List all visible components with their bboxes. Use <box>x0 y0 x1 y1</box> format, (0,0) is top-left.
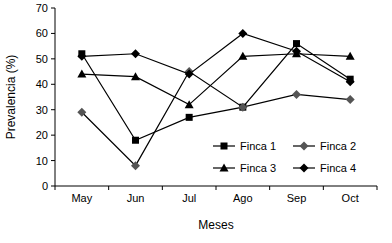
point <box>186 114 193 121</box>
x-axis-label: Meses <box>198 218 233 232</box>
series-line <box>82 33 350 81</box>
point <box>346 77 355 86</box>
point <box>346 95 355 104</box>
legend-marker <box>300 164 309 173</box>
y-tick <box>51 84 55 85</box>
x-tick-label: Ago <box>233 192 253 204</box>
x-tick-label: May <box>71 192 92 204</box>
point <box>77 108 86 117</box>
y-tick <box>51 135 55 136</box>
y-tick-label: 20 <box>36 129 48 141</box>
series-line <box>82 44 350 141</box>
series-line <box>82 72 350 166</box>
x-tick <box>162 186 163 190</box>
legend: Finca 1 Finca 2 Finca 3 Finca 4 <box>213 140 356 174</box>
y-tick <box>51 160 55 161</box>
legend-label: Finca 1 <box>240 140 276 152</box>
y-tick <box>51 186 55 187</box>
point <box>238 29 247 38</box>
x-tick <box>269 186 270 190</box>
y-tick <box>51 33 55 34</box>
x-tick <box>216 186 217 190</box>
x-tick <box>323 186 324 190</box>
legend-label: Finca 2 <box>320 140 356 152</box>
legend-marker <box>220 164 229 172</box>
x-tick-label: Sep <box>287 192 307 204</box>
y-axis <box>55 8 56 186</box>
point <box>185 100 194 108</box>
series-line <box>82 54 350 105</box>
x-tick <box>55 186 56 190</box>
y-tick-label: 70 <box>36 2 48 14</box>
point <box>77 52 86 61</box>
x-tick-label: Jul <box>182 192 196 204</box>
point <box>238 103 247 112</box>
y-tick <box>51 8 55 9</box>
x-tick <box>377 186 378 190</box>
point <box>293 40 300 47</box>
x-tick-label: Oct <box>342 192 359 204</box>
x-tick <box>108 186 109 190</box>
y-axis-label: Prevalencia (%) <box>4 55 18 140</box>
legend-label: Finca 4 <box>320 162 356 174</box>
y-tick-label: 30 <box>36 104 48 116</box>
y-tick-label: 60 <box>36 27 48 39</box>
point <box>131 161 140 170</box>
y-tick-label: 0 <box>42 180 48 192</box>
legend-label: Finca 3 <box>240 162 276 174</box>
y-tick <box>51 109 55 110</box>
point <box>239 104 246 111</box>
x-tick-label: Jun <box>127 192 145 204</box>
point <box>132 137 139 144</box>
legend-marker <box>300 142 309 151</box>
y-tick-label: 10 <box>36 155 48 167</box>
point <box>292 47 301 56</box>
y-tick-label: 40 <box>36 78 48 90</box>
legend-marker <box>221 143 228 150</box>
y-tick-label: 50 <box>36 53 48 65</box>
point <box>292 90 301 99</box>
point <box>238 52 247 60</box>
point <box>185 70 194 79</box>
point <box>346 52 355 60</box>
y-tick <box>51 58 55 59</box>
plot-area <box>77 29 354 170</box>
point <box>131 72 140 80</box>
chart: 0 10 20 30 40 50 60 70 May Jun Jul Ago Sep Oct Meses Pr… <box>0 0 392 243</box>
point <box>77 70 86 78</box>
point <box>131 49 140 58</box>
